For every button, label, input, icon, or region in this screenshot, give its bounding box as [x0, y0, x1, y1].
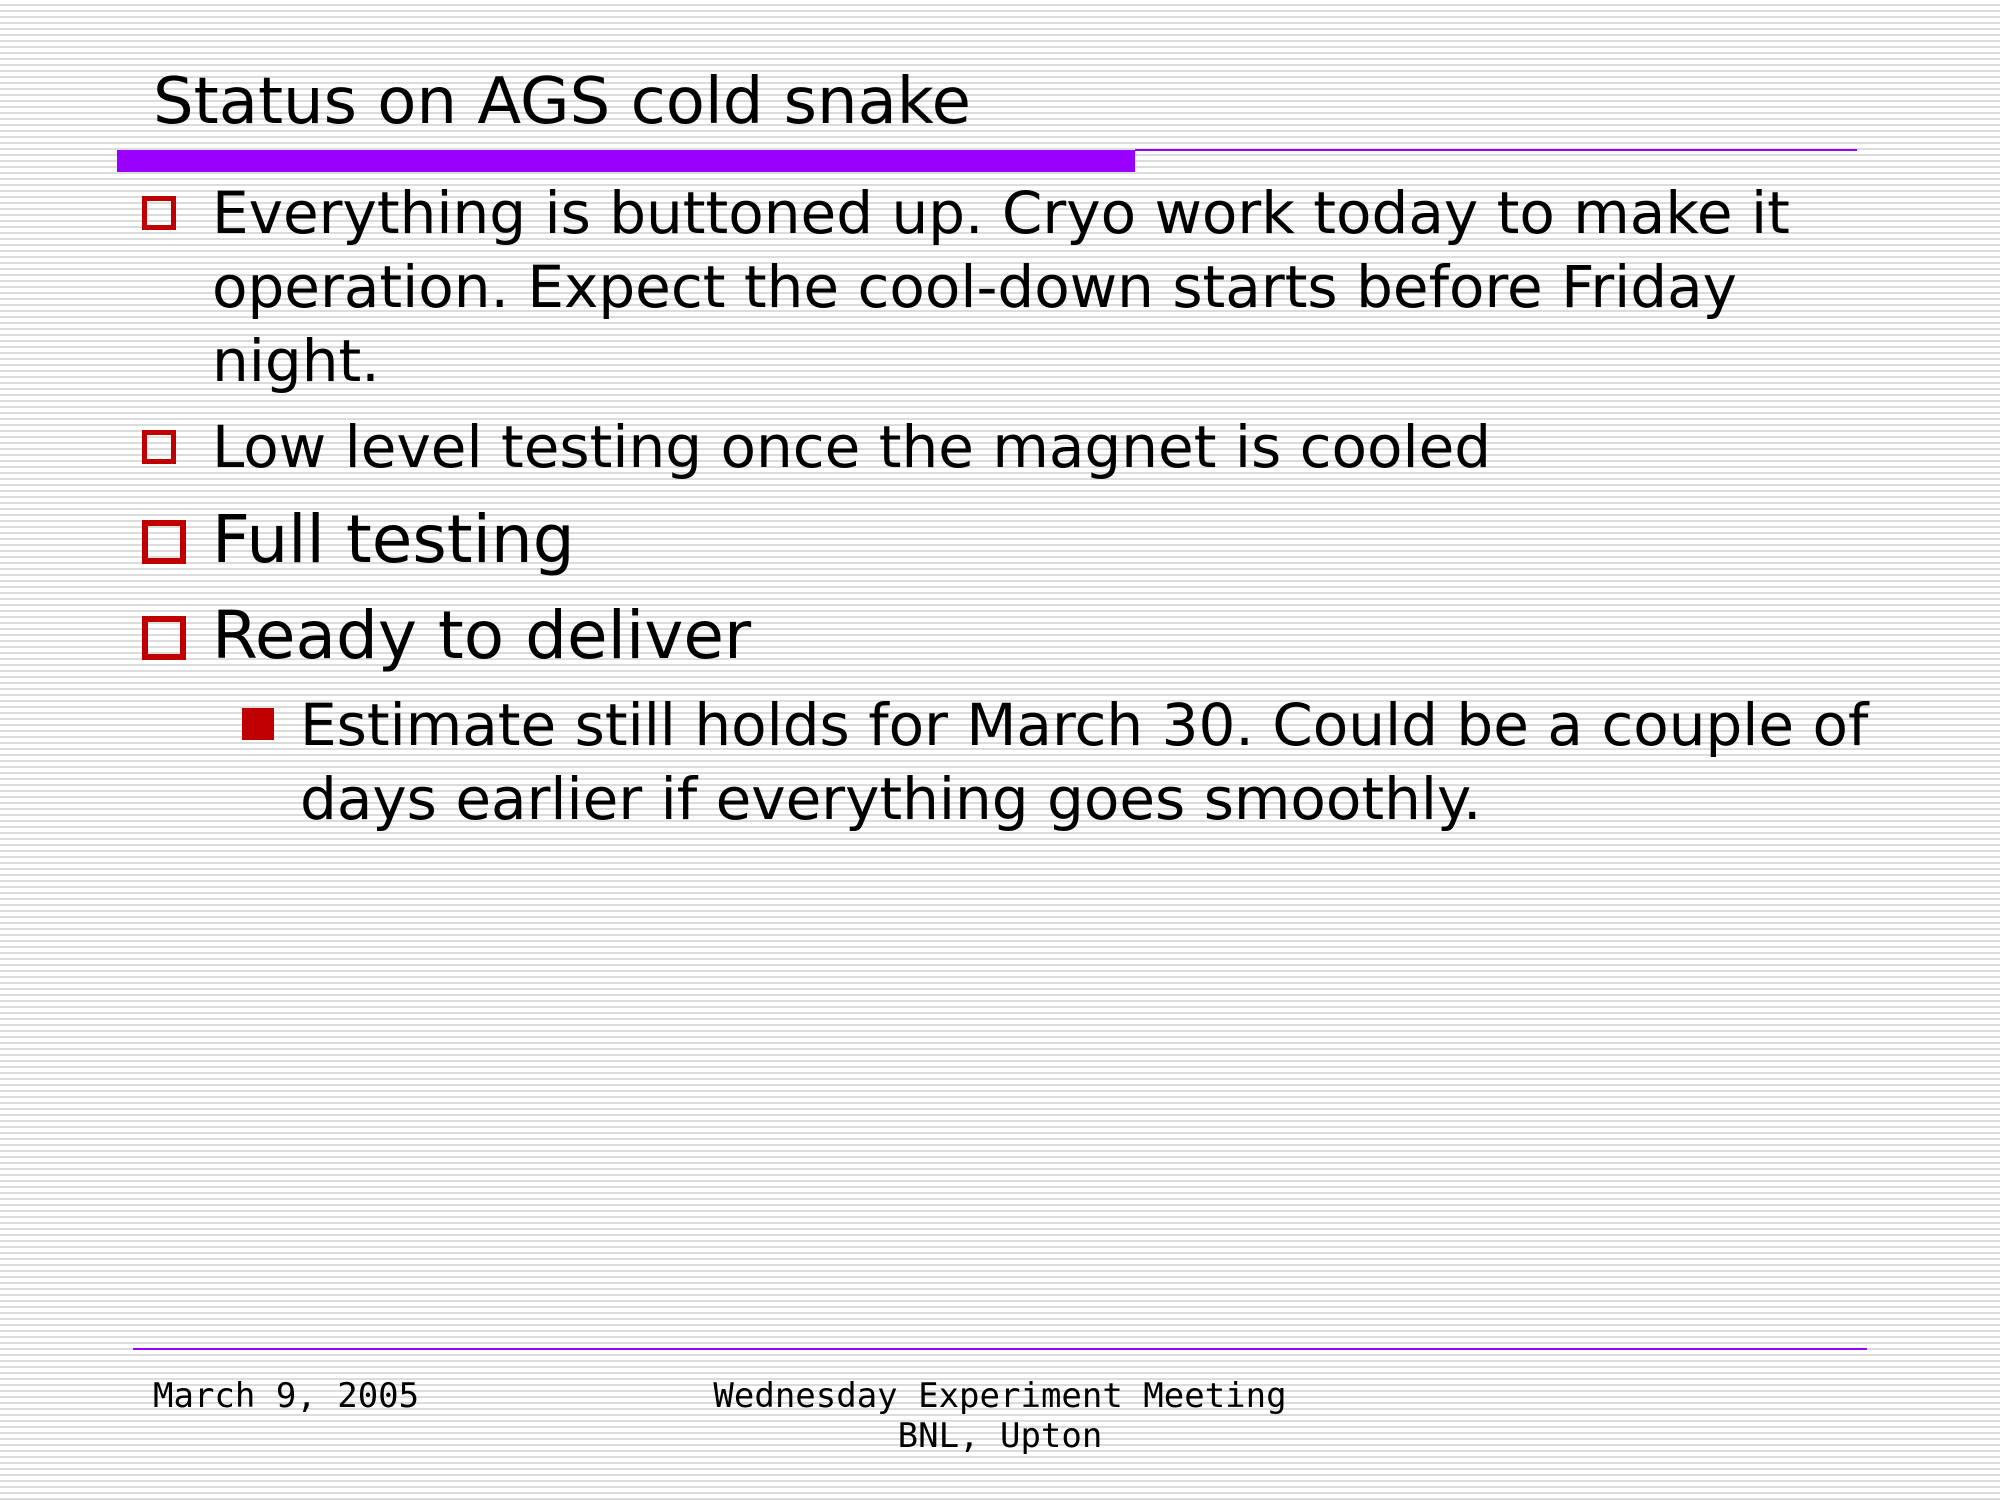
footer-divider: [133, 1348, 1867, 1350]
bullet-item: Ready to deliver: [140, 596, 1900, 676]
footer-date: March 9, 2005: [153, 1376, 420, 1416]
bullet-list: Everything is buttoned up. Cryo work tod…: [140, 176, 1900, 836]
bullet-text: Low level testing once the magnet is coo…: [212, 413, 1492, 481]
hollow-square-bullet-icon: [142, 196, 176, 230]
sub-bullet-text: Estimate still holds for March 30. Could…: [300, 691, 1869, 833]
footer-meeting: Wednesday Experiment Meeting: [713, 1376, 1287, 1416]
bullet-item: Full testing: [140, 500, 1900, 580]
solid-square-bullet-icon: [242, 708, 274, 740]
bullet-item: Low level testing once the magnet is coo…: [140, 410, 1900, 484]
hollow-square-bullet-icon: [142, 520, 186, 564]
bullet-text: Everything is buttoned up. Cryo work tod…: [212, 179, 1790, 395]
bullet-item: Everything is buttoned up. Cryo work tod…: [140, 176, 1900, 398]
bullet-text: Full testing: [212, 501, 575, 578]
hollow-square-bullet-icon: [142, 616, 186, 660]
footer-location: BNL, Upton: [897, 1416, 1103, 1456]
footer-center: Wednesday Experiment Meeting BNL, Upton: [600, 1376, 1400, 1456]
title-accent-bar: [117, 150, 1135, 172]
slide-title: Status on AGS cold snake: [153, 65, 971, 139]
sub-bullet-item: Estimate still holds for March 30. Could…: [140, 688, 1900, 836]
bullet-text: Ready to deliver: [212, 597, 752, 674]
hollow-square-bullet-icon: [142, 430, 176, 464]
title-accent-line: [1135, 149, 1857, 151]
